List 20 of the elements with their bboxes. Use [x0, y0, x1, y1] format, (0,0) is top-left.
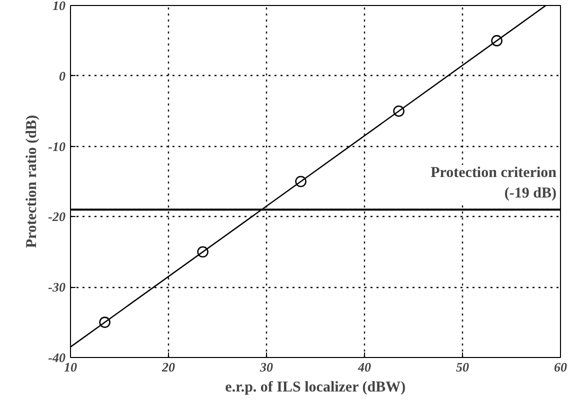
x-axis-title: e.r.p. of ILS localizer (dBW) — [225, 380, 406, 396]
y-axis-title: Protection ratio (dB) — [24, 114, 40, 248]
point — [295, 176, 306, 188]
x-tick-label: 40 — [357, 360, 372, 374]
y-tick-label: 0 — [59, 68, 66, 84]
y-tick-label: -30 — [48, 280, 66, 295]
x-tick-label: 20 — [161, 360, 176, 374]
x-tick-label: 30 — [259, 360, 274, 374]
point — [393, 105, 404, 117]
y-tick-label: 10 — [52, 0, 66, 13]
y-tick-label: -10 — [48, 138, 66, 154]
point — [491, 35, 502, 46]
y-tick-label: -20 — [48, 209, 66, 224]
x-tick-label: 50 — [456, 360, 470, 374]
point — [99, 316, 110, 328]
y-tick-label: -40 — [48, 350, 66, 365]
ref-line-label: Protection criterion (-19 dB) — [430, 164, 558, 202]
x-tick-label: 60 — [554, 360, 568, 374]
point — [197, 246, 208, 258]
x-tick-label: 10 — [64, 360, 78, 374]
